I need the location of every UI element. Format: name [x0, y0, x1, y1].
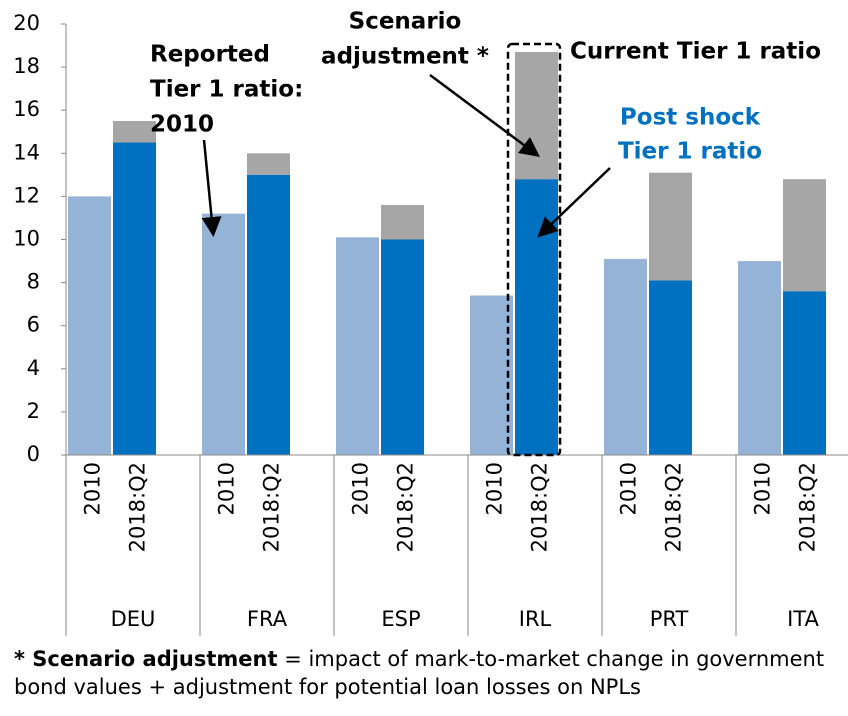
bar: [113, 120, 156, 143]
x-tick-label: DEU: [111, 607, 156, 631]
arrow: [429, 73, 541, 157]
x-sub-label: 2018:Q2: [126, 462, 150, 552]
x-sub-label: 2018:Q2: [662, 462, 686, 552]
annotation: Tier 1 ratio:: [150, 77, 303, 103]
x-sub-label: 2018:Q2: [796, 462, 820, 552]
bar: [247, 174, 290, 455]
x-sub-label: 2010: [349, 462, 373, 515]
bar: [515, 179, 558, 455]
y-tick-label: 14: [13, 140, 40, 164]
x-sub-label: 2018:Q2: [528, 462, 552, 552]
bar: [113, 142, 156, 455]
bar: [783, 291, 826, 455]
y-tick-label: 4: [27, 356, 40, 380]
footnote: * Scenario adjustment = impact of mark-t…: [14, 647, 824, 671]
y-tick-label: 10: [13, 227, 40, 251]
annotation: adjustment *: [321, 44, 489, 70]
annotation: Scenario: [349, 9, 462, 35]
annotation: Tier 1 ratio: [618, 139, 762, 165]
bar: [649, 280, 692, 455]
x-tick-label: ESP: [381, 607, 420, 631]
bar: [68, 196, 111, 455]
y-tick-label: 0: [27, 442, 40, 466]
highlight-box: [506, 42, 562, 457]
annotation: Reported: [150, 42, 270, 68]
bar: [783, 179, 826, 292]
x-sub-label: 2010: [215, 462, 239, 515]
x-sub-label: 2018:Q2: [260, 462, 284, 552]
y-tick-label: 12: [13, 183, 40, 207]
annotation: 2010: [150, 112, 214, 138]
bar: [336, 237, 379, 455]
y-tick-label: 6: [27, 313, 40, 337]
bar: [202, 213, 245, 455]
annotation: Current Tier 1 ratio: [570, 39, 821, 65]
plot-area: [68, 52, 826, 455]
footnote-text: = impact of mark-to-market change in gov…: [278, 647, 825, 671]
x-tick-label: FRA: [247, 607, 288, 631]
y-tick-label: 18: [13, 54, 40, 78]
bar: [738, 261, 781, 455]
arrow: [537, 167, 611, 238]
x-tick-label: PRT: [650, 607, 689, 631]
y-tick-label: 8: [27, 270, 40, 294]
bar: [470, 295, 513, 455]
x-sub-label: 2018:Q2: [394, 462, 418, 552]
bar: [515, 52, 558, 180]
x-sub-label: 2010: [483, 462, 507, 515]
bar: [604, 258, 647, 455]
bar: [381, 239, 424, 455]
y-tick-label: 20: [13, 11, 40, 35]
x-sub-label: 2010: [751, 462, 775, 515]
bar: [381, 205, 424, 240]
y-tick-label: 2: [27, 399, 40, 423]
x-sub-label: 2010: [81, 462, 105, 515]
annotation: Post shock: [620, 105, 761, 131]
x-tick-label: IRL: [519, 607, 552, 631]
y-tick-label: 16: [13, 97, 40, 121]
bar: [247, 153, 290, 175]
footnote-text: bond values + adjustment for potential l…: [14, 675, 641, 699]
x-tick-label: ITA: [787, 607, 819, 631]
bar: [649, 172, 692, 281]
footnote-bold: * Scenario adjustment: [14, 647, 278, 671]
x-sub-label: 2010: [617, 462, 641, 515]
arrow: [201, 139, 222, 237]
